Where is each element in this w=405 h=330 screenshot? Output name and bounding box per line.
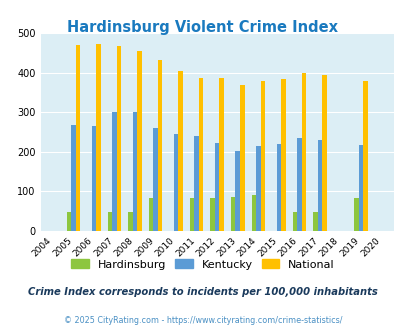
Bar — [358, 145, 362, 231]
Bar — [296, 138, 301, 231]
Bar — [137, 51, 141, 231]
Bar — [276, 144, 280, 231]
Bar — [230, 197, 235, 231]
Bar — [353, 198, 358, 231]
Bar — [317, 140, 321, 231]
Legend: Hardinsburg, Kentucky, National: Hardinsburg, Kentucky, National — [66, 255, 339, 274]
Bar — [260, 81, 264, 231]
Bar — [107, 213, 112, 231]
Bar — [251, 195, 256, 231]
Bar — [66, 213, 71, 231]
Bar — [128, 213, 132, 231]
Bar — [292, 213, 296, 231]
Bar — [214, 143, 219, 231]
Bar — [256, 146, 260, 231]
Bar — [301, 73, 305, 231]
Bar — [280, 79, 285, 231]
Bar — [71, 125, 75, 231]
Bar — [362, 81, 367, 231]
Bar — [312, 213, 317, 231]
Bar — [194, 136, 198, 231]
Text: © 2025 CityRating.com - https://www.cityrating.com/crime-statistics/: © 2025 CityRating.com - https://www.city… — [64, 315, 341, 325]
Text: Crime Index corresponds to incidents per 100,000 inhabitants: Crime Index corresponds to incidents per… — [28, 287, 377, 297]
Bar — [75, 45, 80, 231]
Bar — [132, 112, 137, 231]
Bar — [112, 112, 117, 231]
Bar — [239, 85, 244, 231]
Text: Hardinsburg Violent Crime Index: Hardinsburg Violent Crime Index — [67, 20, 338, 35]
Bar — [235, 150, 239, 231]
Bar — [117, 46, 121, 231]
Bar — [198, 78, 203, 231]
Bar — [178, 71, 183, 231]
Bar — [190, 198, 194, 231]
Bar — [92, 126, 96, 231]
Bar — [321, 75, 326, 231]
Bar — [96, 44, 100, 231]
Bar — [158, 60, 162, 231]
Bar — [153, 128, 158, 231]
Bar — [210, 198, 214, 231]
Bar — [219, 78, 224, 231]
Bar — [149, 198, 153, 231]
Bar — [173, 134, 178, 231]
